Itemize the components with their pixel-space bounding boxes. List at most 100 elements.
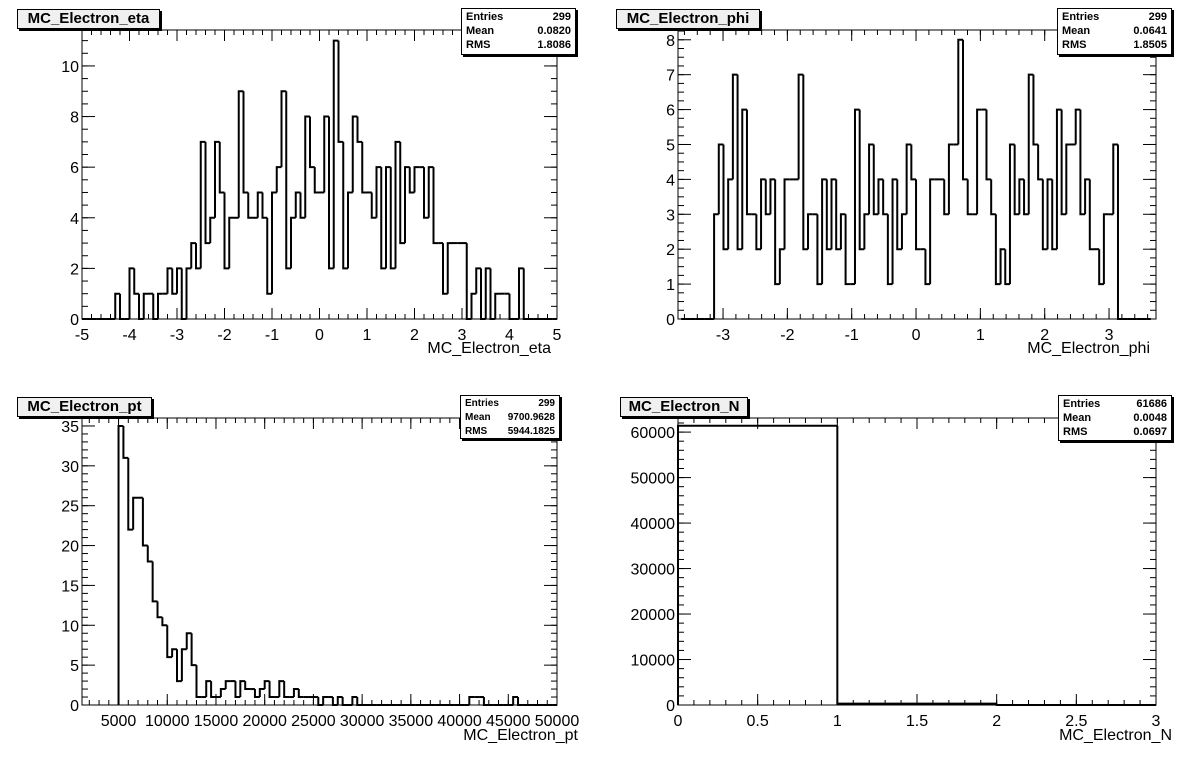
histogram-bin-67 [399,141,405,245]
histogram-bin-33 [278,680,285,698]
y-tick-label: 0 [70,312,79,329]
y-tick-label: 10000 [631,653,676,670]
histogram-bin-48 [309,116,315,169]
histogram-bin-84 [1074,108,1081,145]
histogram-bin-65 [985,109,992,181]
histogram-bin-54 [337,40,344,143]
histogram-bin-18 [764,179,771,216]
stats-mean-label: Mean [1062,25,1091,37]
histogram-bin-22 [185,267,192,319]
histogram-bin-0 [117,424,124,705]
x-tick-label: 35000 [389,713,434,730]
stats-mean-value: 0.0820 [537,25,571,37]
panel-n: 0 0.5 1 1.5 2 2.5 3 0 10000 20000 30000 40000 50000 6… [631,417,1161,730]
histogram-bin-72 [1018,178,1025,215]
stats-box-eta: Entries 299 Mean 0.0820 RMS 1.8086 [461,8,576,55]
y-tick-label: 2 [666,242,675,259]
histogram-bin-31 [228,216,234,269]
stats-rms-value: 1.8086 [537,39,571,51]
y-tick-label: 10 [61,618,79,635]
x-tick-label: -2 [217,327,231,344]
histogram-bin-9 [722,144,729,251]
y-tick-label: 5 [666,137,675,154]
histogram-bin-46 [299,192,306,219]
histogram-bin-52 [924,249,931,286]
x-tick-label: 1 [976,327,985,344]
x-tick-label: 4 [505,327,514,344]
x-tick-label: 5 [553,327,562,344]
x-tick-label: 2 [1040,327,1049,344]
y-tick-label: 10 [61,59,79,76]
x-axis-title-n: MC_Electron_N [1059,727,1172,744]
histogram-bin-37 [853,108,860,285]
histogram-bin-13 [180,648,187,682]
histogram-bin-34 [283,681,290,699]
histogram-bin-7 [114,292,120,319]
x-tick-label: 30000 [340,713,385,730]
histogram-bin-13 [142,292,149,319]
histogram-bin-37 [297,689,304,699]
y-tick-label: 3 [666,207,675,224]
histogram-bin-55 [342,141,348,270]
histogram-bin-9 [161,617,168,627]
histogram-bin-15 [152,293,158,320]
histogram-bin-38 [261,192,268,219]
histogram-bin-16 [195,665,202,699]
histogram-bin-46 [341,697,348,706]
histogram-bin-5 [141,497,148,547]
histogram-bin-38 [858,109,865,251]
histogram-bin-78 [1046,178,1053,250]
histogram-bin-15 [190,633,197,667]
y-tick-label: 6 [666,103,675,120]
stats-box-n: Entries 61686 Mean 0.0048 RMS 0.0697 [1058,395,1172,441]
x-tick-label: 2 [410,327,419,344]
x-tick-label: 15000 [194,713,239,730]
histogram-bin-31 [268,681,275,699]
x-tick-label: 2.5 [1065,713,1087,730]
histogram-bin-68 [999,248,1006,285]
x-tick-label: 5000 [101,713,137,730]
histogram-bin-48 [905,143,912,215]
histogram-bin-44 [331,697,338,706]
x-tick-label: 20000 [242,713,287,730]
stats-rms-label: RMS [465,426,488,437]
title-n: MC_Electron_N [620,397,748,417]
histogram-bin-53 [929,178,935,285]
y-tick-label: 8 [666,33,675,50]
y-tick-label: 25 [61,499,79,516]
histogram-bin-72 [468,696,475,705]
stats-mean-value: 9700.9628 [507,412,555,423]
histogram-bin-90 [508,293,515,320]
x-tick-label: 3 [458,327,467,344]
stats-entries-label: Entries [1063,398,1101,410]
histogram-bin-66 [990,179,996,216]
histogram-bin-10 [128,267,135,319]
histogram-bin-24 [234,681,241,699]
x-tick-label: 25000 [291,713,336,730]
x-tick-label: 0 [315,327,324,344]
histogram-bin-73 [427,166,434,218]
title-eta: MC_Electron_eta [17,9,160,29]
x-tick-label: 0 [674,713,683,730]
histogram-bin-70 [413,166,420,193]
stats-mean-label: Mean [466,25,495,37]
stats-entries-value: 299 [1148,11,1167,23]
histogram-bin-70 [1008,143,1015,285]
histogram-bin-87 [494,292,500,319]
histogram-bin-10 [166,625,173,659]
histogram-bin-61 [370,192,377,219]
panel-eta: -5 -4 -3 -2 -1 0 1 2 3 4 5 0 2 4 6 8 10 [61,29,562,344]
histogram-bin-57 [351,115,358,193]
histogram-bin-61 [966,179,973,216]
x-tick-label: -1 [265,327,279,344]
histogram-bin-44 [886,214,893,286]
histogram-bin-44 [290,216,296,269]
y-tick-label: 0 [666,698,675,715]
histogram-bin-59 [361,141,367,194]
histogram-bin-23 [190,242,196,269]
histogram-bin-81 [465,243,472,320]
y-tick-label: 20000 [631,607,676,624]
histogram-bin-21 [180,268,187,320]
histogram-bin-40 [868,143,874,215]
